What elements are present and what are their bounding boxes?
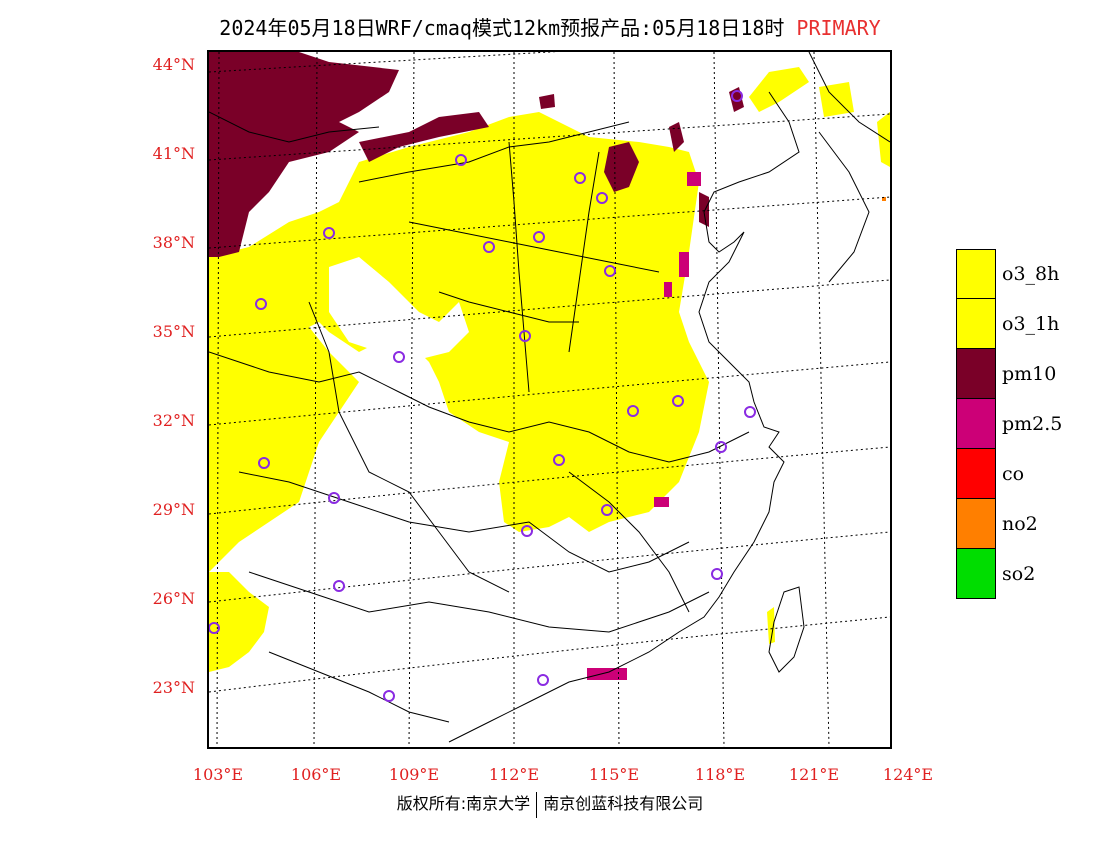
chart-title: 2024年05月18日WRF/cmaq模式12km预报产品:05月18日18时 P…	[0, 12, 1100, 41]
legend-item-o3-8h: o3_8h	[956, 249, 1062, 299]
legend-swatch	[956, 499, 996, 549]
title-main: 2024年05月18日WRF/cmaq模式12km预报产品:05月18日18时	[219, 16, 785, 40]
copyright-left: 版权所有:南京大学	[396, 794, 531, 813]
lon-label-112: 112°E	[488, 765, 540, 784]
legend-item-pm10: pm10	[956, 349, 1062, 399]
legend-item-pm25: pm2.5	[956, 399, 1062, 449]
title-tag: PRIMARY	[796, 16, 881, 40]
legend-label: pm10	[1002, 363, 1057, 385]
boundaries	[209, 52, 890, 743]
lat-label-41: 41°N	[152, 144, 195, 163]
lat-label-44: 44°N	[152, 55, 195, 74]
legend-item-no2: no2	[956, 499, 1062, 549]
legend-swatch	[956, 449, 996, 499]
copyright-footer: 版权所有:南京大学 南京创蓝科技有限公司	[0, 790, 1100, 818]
forecast-map[interactable]	[207, 50, 892, 749]
legend-swatch	[956, 299, 996, 349]
legend-label: so2	[1002, 563, 1036, 585]
legend-swatch	[956, 249, 996, 299]
legend-item-o3-1h: o3_1h	[956, 299, 1062, 349]
o3-coverage	[209, 67, 890, 672]
lon-label-115: 115°E	[588, 765, 640, 784]
map-canvas	[209, 52, 890, 747]
legend-label: o3_8h	[1002, 263, 1060, 285]
lon-label-109: 109°E	[388, 765, 440, 784]
pm10-coverage	[209, 52, 744, 257]
legend-swatch	[956, 549, 996, 599]
lat-label-29: 29°N	[152, 500, 195, 519]
lon-label-124: 124°E	[882, 765, 934, 784]
legend-item-co: co	[956, 449, 1062, 499]
pm25-coverage	[587, 172, 701, 680]
lat-label-26: 26°N	[152, 589, 195, 608]
o3-gaps	[329, 257, 489, 472]
no2-spot	[882, 197, 886, 201]
legend-item-so2: so2	[956, 549, 1062, 599]
copyright-right: 南京创蓝科技有限公司	[543, 794, 704, 813]
lat-label-35: 35°N	[152, 322, 195, 341]
legend: o3_8h o3_1h pm10 pm2.5 co no2 so2	[956, 249, 1062, 599]
legend-label: no2	[1002, 513, 1038, 535]
legend-swatch	[956, 399, 996, 449]
footer-divider	[536, 791, 538, 818]
lon-label-118: 118°E	[694, 765, 746, 784]
legend-label: o3_1h	[1002, 313, 1060, 335]
lon-label-121: 121°E	[788, 765, 840, 784]
legend-swatch	[956, 349, 996, 399]
lon-label-103: 103°E	[192, 765, 244, 784]
graticule	[209, 52, 890, 747]
legend-label: co	[1002, 463, 1025, 485]
station-markers	[209, 90, 756, 702]
lat-label-32: 32°N	[152, 411, 195, 430]
lat-label-38: 38°N	[152, 233, 195, 252]
legend-label: pm2.5	[1002, 413, 1063, 435]
lat-label-23: 23°N	[152, 678, 195, 697]
lon-label-106: 106°E	[290, 765, 342, 784]
